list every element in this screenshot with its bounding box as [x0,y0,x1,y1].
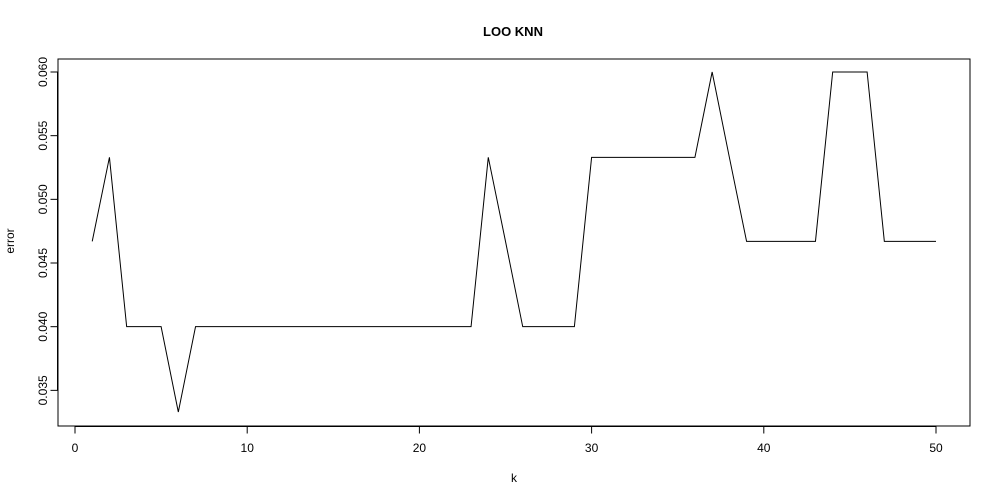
y-tick-label: 0.040 [36,311,50,341]
x-tick-label: 30 [585,441,599,455]
x-tick-label: 10 [241,441,255,455]
x-axis-label: k [511,471,518,485]
x-axis: 0 10 20 30 40 50 [72,426,943,455]
series-line [91,71,936,413]
y-axis-label: error [3,228,17,253]
y-tick-label: 0.035 [36,375,50,405]
series-layer [91,71,937,413]
y-tick-label: 0.050 [36,184,50,214]
x-tick-label: 20 [413,441,427,455]
x-tick-label: 40 [757,441,771,455]
x-tick-label: 0 [72,441,79,455]
y-tick-label: 0.060 [36,57,50,87]
chart-title: LOO KNN [483,24,543,39]
x-tick-label: 50 [929,441,943,455]
y-tick-label: 0.045 [36,248,50,278]
y-axis: 0.035 0.040 0.045 0.050 0.055 0.060 [36,57,58,405]
plot-frame [57,58,971,427]
y-tick-label: 0.055 [36,120,50,150]
